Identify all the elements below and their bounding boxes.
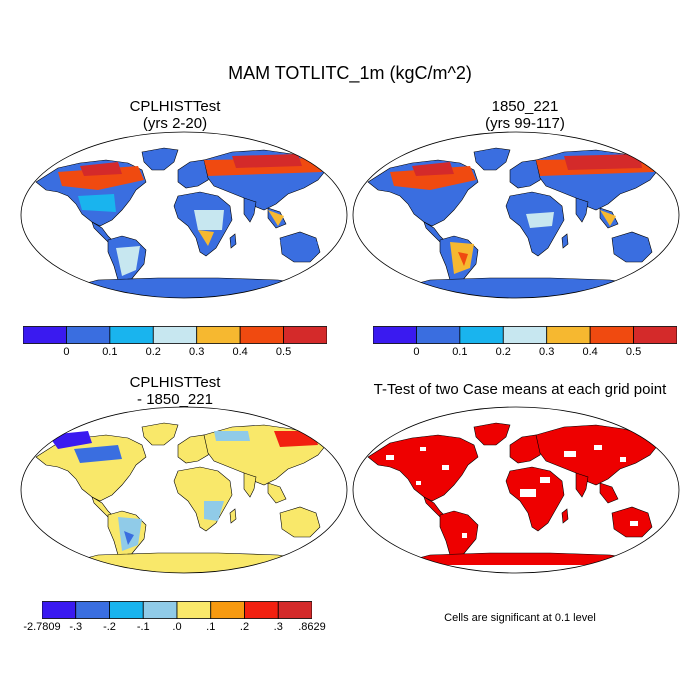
colorbar-tick-label: -.1	[136, 621, 150, 633]
colorbar-swatch	[283, 326, 328, 344]
panel-title-bottom-right: T-Test of two Case means at each grid po…	[373, 381, 667, 398]
colorbar-tick-label: -2.7809	[23, 621, 61, 633]
panel-title-top-right: 1850_221 (yrs 99-117)	[420, 98, 630, 132]
colorbar-swatch	[75, 601, 110, 619]
colorbar-tick-label: .1	[206, 621, 216, 633]
colorbar-tick-label: .2	[239, 621, 250, 633]
colorbar-tick-label: -.2	[103, 621, 116, 633]
colorbar-tick-label: 0.5	[275, 346, 292, 358]
colorbar-tick-label: .8629	[298, 621, 326, 633]
colorbar-swatch	[502, 326, 548, 344]
colorbar-cplhisttest	[22, 326, 328, 349]
colorbar-swatch	[142, 601, 178, 619]
colorbar-tick-label: 0.3	[539, 346, 555, 358]
colorbar-tick-label: 0.2	[145, 346, 161, 358]
colorbar-tick-label: 0.2	[495, 346, 511, 358]
panel-title-top-left: CPLHISTTest (yrs 2-20)	[70, 98, 280, 132]
map-1850-221	[350, 130, 682, 307]
colorbar-tick-label: .0	[172, 621, 182, 633]
panel-title-top-left-line1: CPLHISTTest	[129, 98, 221, 115]
panel-title-top-right-line2: (yrs 99-117)	[485, 115, 565, 132]
colorbar-tick-label: -.3	[69, 621, 83, 633]
map-difference	[18, 405, 350, 582]
colorbar-tick-label: 0.4	[582, 346, 598, 358]
colorbar-tick-label: 0	[413, 346, 420, 358]
colorbar-swatch	[22, 326, 67, 344]
colorbar-difference-labels: -2.7809 -.3 -.2 -.1 .0 .1 .2 .3 .8629	[23, 621, 325, 635]
colorbar-swatch	[210, 601, 245, 619]
colorbar-swatch	[239, 326, 284, 344]
colorbar-tick-label: 0.1	[102, 346, 118, 358]
colorbar-difference	[41, 601, 313, 624]
colorbar-swatch	[176, 601, 212, 619]
colorbar-swatch	[277, 601, 313, 619]
colorbar-swatch	[109, 326, 154, 344]
significance-note: Cells are significant at 0.1 level	[444, 612, 596, 624]
figure-title: MAM TOTLITC_1m (kgC/m^2)	[228, 63, 472, 83]
colorbar-swatch	[589, 326, 634, 344]
colorbar-swatch	[459, 326, 504, 344]
colorbar-tick-label: 0.3	[189, 346, 205, 358]
colorbar-swatch	[416, 326, 461, 344]
colorbar-1850-221	[372, 326, 678, 349]
colorbar-swatch	[66, 326, 111, 344]
colorbar-tick-label: 0.1	[452, 346, 468, 358]
colorbar-cplhisttest-labels: 0 0.1 0.2 0.3 0.4 0.5	[23, 346, 327, 360]
colorbar-tick-label: .3	[273, 621, 283, 633]
colorbar-tick-label: 0	[63, 346, 70, 358]
colorbar-swatch	[244, 601, 279, 619]
panel-title-top-left-line2: (yrs 2-20)	[142, 115, 208, 132]
panel-title-top-right-line1: 1850_221	[491, 98, 559, 115]
colorbar-tick-label: 0.5	[625, 346, 642, 358]
colorbar-swatch	[372, 326, 417, 344]
panel-title-bottom-left: CPLHISTTest - 1850_221	[70, 374, 280, 408]
colorbar-swatch	[152, 326, 198, 344]
colorbar-swatch	[633, 326, 678, 344]
colorbar-swatch	[196, 326, 241, 344]
colorbar-tick-label: 0.4	[232, 346, 248, 358]
colorbar-swatch	[546, 326, 591, 344]
panel-title-bottom-left-line1: CPLHISTTest	[129, 374, 221, 391]
colorbar-swatch	[41, 601, 77, 619]
colorbar-swatch	[109, 601, 144, 619]
map-cplhisttest	[18, 130, 350, 307]
colorbar-1850-221-labels: 0 0.1 0.2 0.3 0.4 0.5	[373, 346, 677, 360]
map-ttest	[350, 405, 682, 582]
panel-title-bottom-left-line2: - 1850_221	[137, 391, 213, 408]
